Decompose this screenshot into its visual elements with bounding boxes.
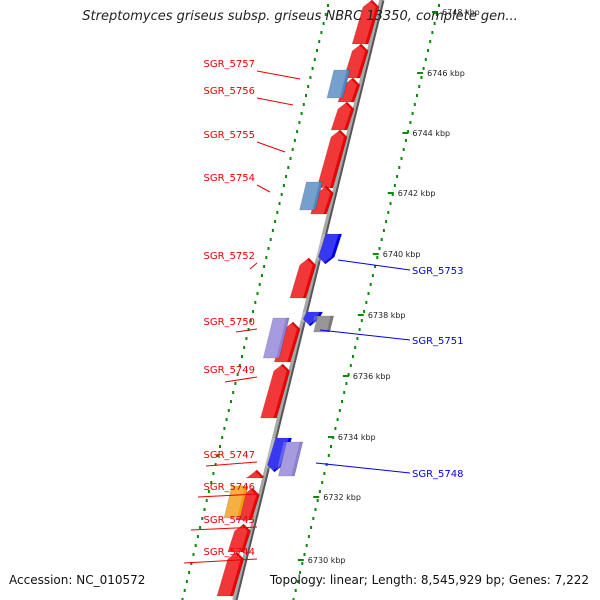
leader-line-left xyxy=(256,141,286,153)
gene-feature xyxy=(302,311,324,327)
gc-track-right xyxy=(292,4,440,600)
leader-line-left xyxy=(197,493,258,498)
gene-feature xyxy=(351,0,380,45)
gene-feature xyxy=(216,551,245,597)
scale-label: 6746 kbp xyxy=(427,69,465,78)
gene-feature xyxy=(326,69,351,99)
leader-line-left xyxy=(224,376,258,383)
gene-feature xyxy=(262,317,290,359)
accession-text: Accession: NC_010572 xyxy=(9,573,146,587)
gene-feature-highlight xyxy=(315,234,339,264)
scale-label: 6736 kbp xyxy=(353,372,391,381)
gene-label-right: SGR_5751 xyxy=(412,336,464,347)
leader-line-left xyxy=(235,328,258,333)
gene-label-left: SGR_5756 xyxy=(204,86,256,97)
gene-label-left: SGR_5749 xyxy=(204,365,256,376)
scale-label: 6734 kbp xyxy=(338,433,376,442)
scale-label: 6742 kbp xyxy=(398,189,436,198)
gene-feature-highlight xyxy=(324,70,347,98)
gene-feature-highlight xyxy=(328,102,351,130)
leader-line-right xyxy=(315,462,411,474)
gene-label-right: SGR_5753 xyxy=(412,266,464,277)
gene-feature xyxy=(313,315,334,333)
gene-label-left: SGR_5750 xyxy=(204,317,256,328)
leader-line-left xyxy=(256,184,271,193)
genome-title: Streptomyces griseus subsp. griseus NBRC… xyxy=(82,9,518,24)
scale-label: 6740 kbp xyxy=(383,250,421,259)
gene-feature-highlight xyxy=(257,364,287,418)
gene-feature xyxy=(260,363,291,419)
gene-label-right: SGR_5748 xyxy=(412,469,464,480)
gene-feature-highlight xyxy=(214,552,241,596)
gene-feature-highlight xyxy=(275,442,300,476)
gene-feature-highlight xyxy=(221,486,245,518)
genome-summary-text: Topology: linear; Length: 8,545,929 bp; … xyxy=(269,573,589,587)
gene-feature xyxy=(330,101,355,131)
gene-feature-highlight xyxy=(313,130,345,188)
gene-label-left: SGR_5747 xyxy=(204,450,256,461)
gene-label-left: SGR_5755 xyxy=(204,130,256,141)
gene-feature xyxy=(316,129,348,189)
gene-feature-highlight xyxy=(224,524,248,552)
gene-feature-highlight xyxy=(264,438,289,472)
gene-label-left: SGR_5745 xyxy=(204,515,256,526)
gene-feature-highlight xyxy=(349,0,376,44)
leader-line-left xyxy=(183,558,258,564)
gene-feature xyxy=(343,43,369,79)
gene-feature-highlight xyxy=(260,318,287,358)
leader-line-right xyxy=(319,329,411,341)
leader-line-left xyxy=(256,70,301,80)
gene-feature-highlight xyxy=(242,470,261,478)
gene-feature xyxy=(289,257,317,299)
gene-feature xyxy=(223,485,249,519)
leader-line-left xyxy=(190,526,258,531)
leader-line-left xyxy=(205,461,258,467)
gene-feature-highlight xyxy=(300,312,320,326)
scale-label: 6738 kbp xyxy=(368,311,406,320)
gene-feature-highlight xyxy=(287,258,313,298)
leader-line-left xyxy=(256,97,294,106)
gc-track-left xyxy=(181,4,329,600)
gene-feature xyxy=(278,441,304,477)
gene-feature-highlight xyxy=(310,316,331,332)
gene-feature-highlight xyxy=(340,44,366,78)
scale-label: 6732 kbp xyxy=(323,493,361,502)
gene-label-left: SGR_5757 xyxy=(204,59,256,70)
leader-line-left xyxy=(249,262,258,270)
gene-feature xyxy=(245,469,265,479)
gene-label-left: SGR_5746 xyxy=(204,482,256,493)
gene-label-left: SGR_5744 xyxy=(204,547,256,558)
gene-feature-highlight xyxy=(296,182,320,210)
gene-label-left: SGR_5754 xyxy=(204,173,256,184)
scale-label: 6744 kbp xyxy=(412,129,450,138)
gene-feature xyxy=(299,181,323,211)
gene-label-left: SGR_5752 xyxy=(204,251,256,262)
gene-feature xyxy=(317,233,343,265)
scale-label: 6730 kbp xyxy=(308,556,346,565)
leader-line-right xyxy=(337,259,411,271)
genome-axis xyxy=(232,0,383,600)
scale-label: 6748 kbp xyxy=(442,8,480,17)
